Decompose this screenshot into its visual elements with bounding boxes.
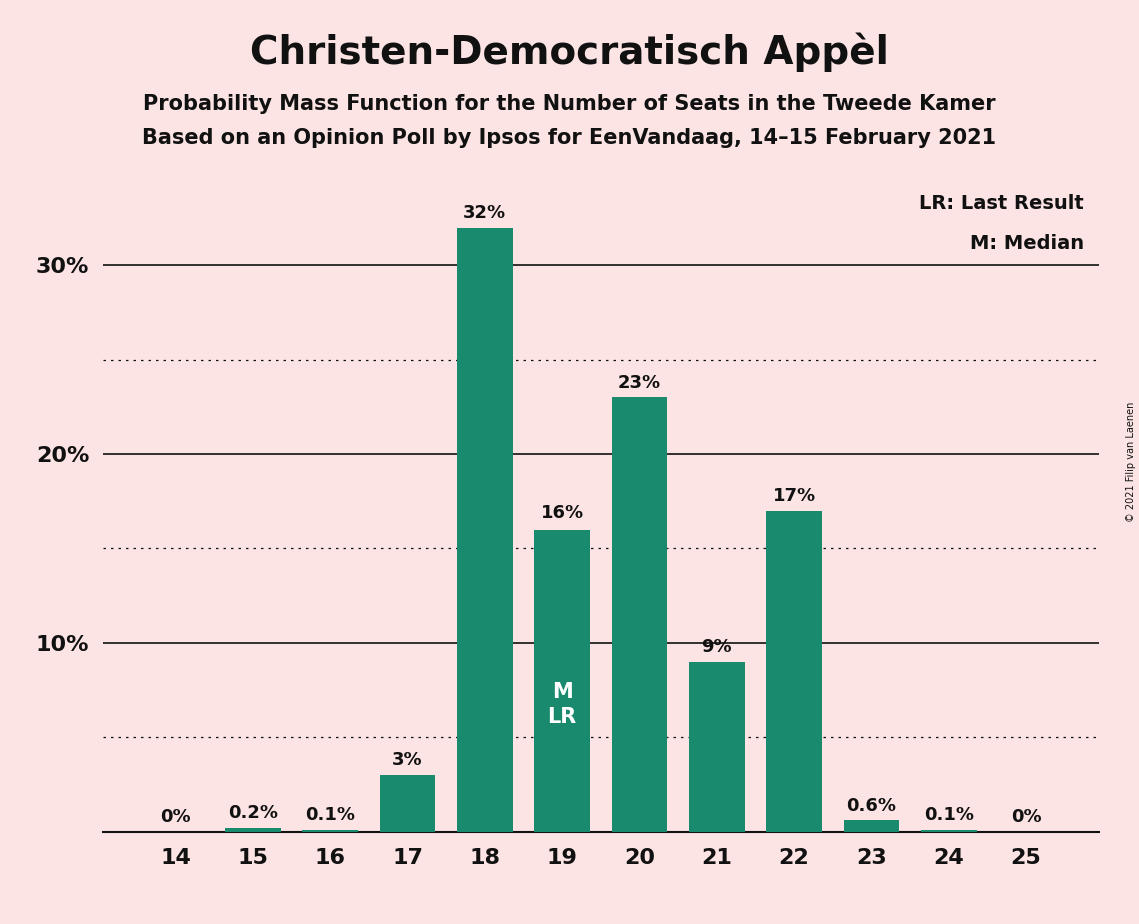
Text: Christen-Democratisch Appèl: Christen-Democratisch Appèl (251, 32, 888, 72)
Text: 3%: 3% (392, 751, 423, 770)
Text: 0%: 0% (1010, 808, 1041, 826)
Bar (612, 397, 667, 832)
Text: Probability Mass Function for the Number of Seats in the Tweede Kamer: Probability Mass Function for the Number… (144, 94, 995, 115)
Text: © 2021 Filip van Laenen: © 2021 Filip van Laenen (1126, 402, 1136, 522)
Text: 32%: 32% (464, 204, 507, 222)
Text: 23%: 23% (618, 374, 661, 392)
Text: M: Median: M: Median (970, 234, 1084, 252)
Bar (534, 529, 590, 832)
Bar (457, 227, 513, 832)
Bar (303, 830, 358, 832)
Bar (689, 662, 745, 832)
Text: 9%: 9% (702, 638, 732, 656)
Text: 17%: 17% (772, 487, 816, 505)
Text: LR: Last Result: LR: Last Result (919, 194, 1084, 213)
Bar (379, 775, 435, 832)
Bar (767, 511, 822, 832)
Bar (844, 821, 899, 832)
Text: 0.2%: 0.2% (228, 804, 278, 822)
Bar (226, 828, 281, 832)
Text: Based on an Opinion Poll by Ipsos for EenVandaag, 14–15 February 2021: Based on an Opinion Poll by Ipsos for Ee… (142, 128, 997, 148)
Text: 0.1%: 0.1% (305, 806, 355, 824)
Text: 0%: 0% (161, 808, 191, 826)
Text: M
LR: M LR (548, 682, 576, 727)
Text: 0.6%: 0.6% (846, 796, 896, 815)
Bar (920, 830, 976, 832)
Text: 16%: 16% (541, 504, 583, 522)
Text: 0.1%: 0.1% (924, 806, 974, 824)
